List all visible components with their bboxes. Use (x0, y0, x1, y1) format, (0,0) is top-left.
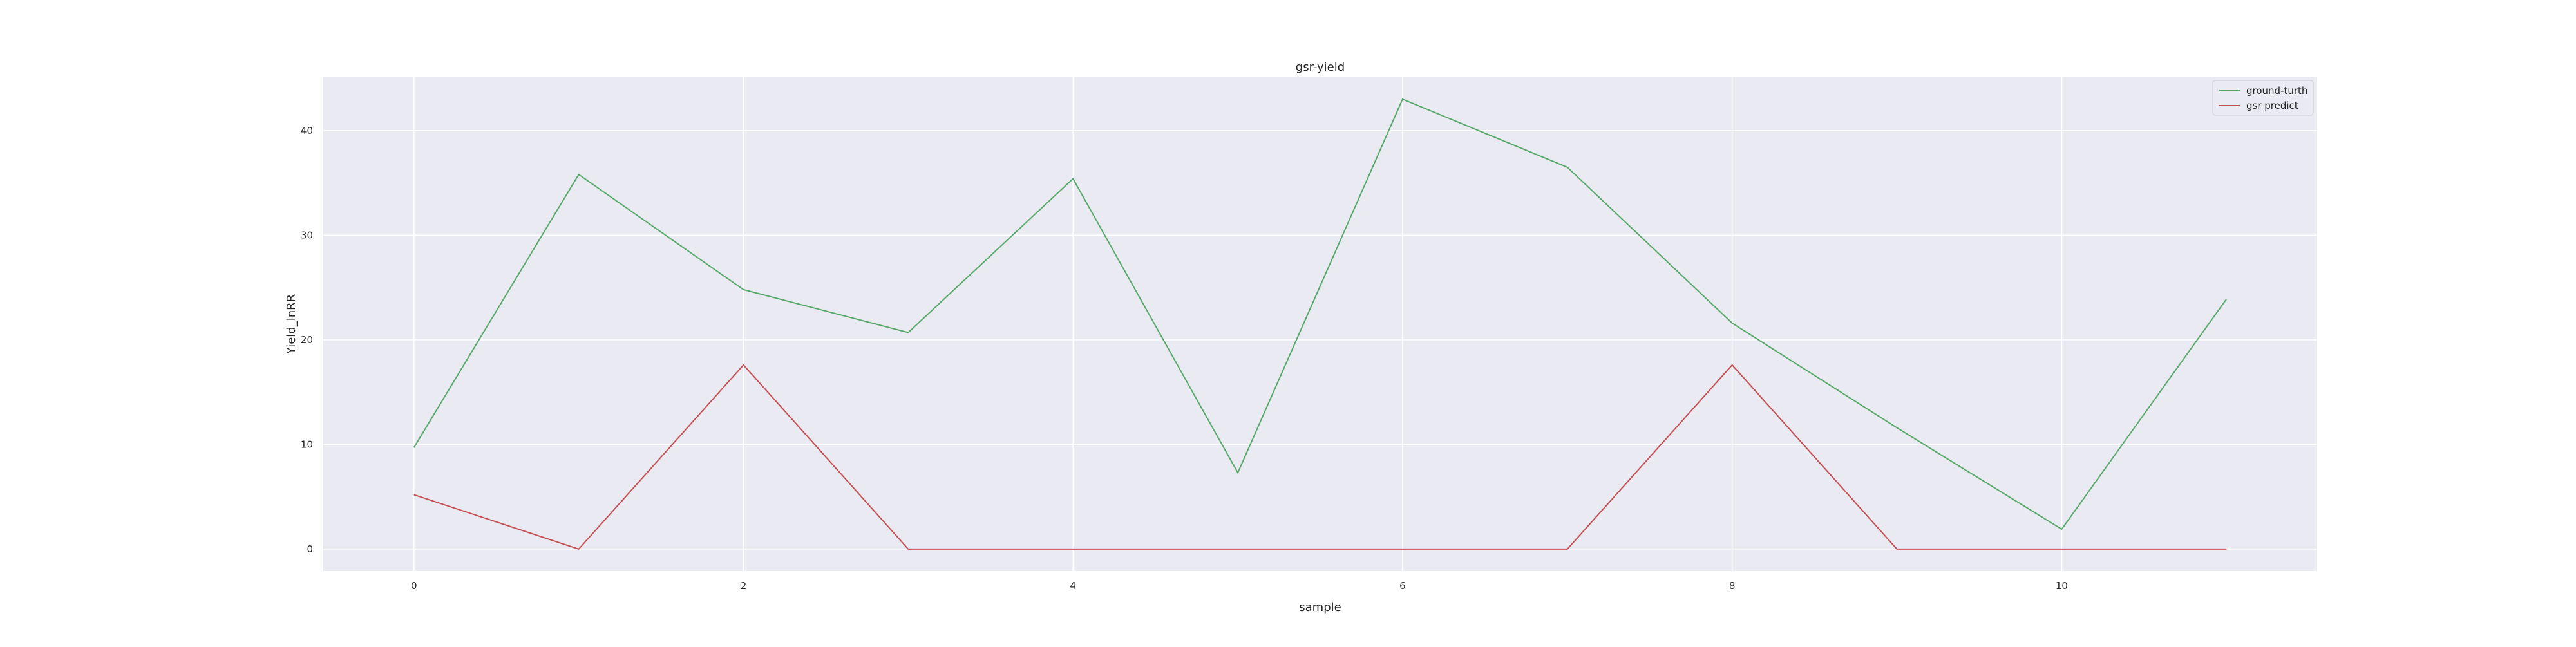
series-line-ground-turth (413, 98, 2228, 530)
legend-box (2212, 80, 2314, 116)
y-axis-label: Yield_lnRR (285, 294, 298, 355)
series-line-gsr-predict (413, 364, 2227, 550)
x-tick-label: 2 (741, 580, 747, 592)
x-tick-label: 10 (2056, 580, 2068, 592)
legend: ground-turth gsr predict (2212, 80, 2314, 116)
x-tick-label: 6 (1399, 580, 1406, 592)
x-axis-label: sample (1299, 601, 1341, 614)
tick-labels: 0 2 4 6 8 10 0 10 20 30 40 (301, 125, 2068, 592)
legend-label-ground-turth: ground-turth (2246, 85, 2307, 97)
chart-title: gsr-yield (1296, 61, 1345, 74)
x-tick-label: 4 (1070, 580, 1076, 592)
plot-area (323, 77, 2317, 571)
x-tick-label: 0 (411, 580, 417, 592)
y-tick-label: 0 (307, 543, 313, 555)
legend-label-gsr-predict: gsr predict (2246, 100, 2298, 111)
y-tick-label: 10 (301, 438, 313, 450)
series-lines (413, 98, 2228, 550)
y-tick-label: 40 (301, 125, 313, 136)
x-tick-label: 8 (1729, 580, 1736, 592)
y-tick-label: 20 (301, 334, 313, 346)
y-tick-label: 30 (301, 229, 313, 241)
